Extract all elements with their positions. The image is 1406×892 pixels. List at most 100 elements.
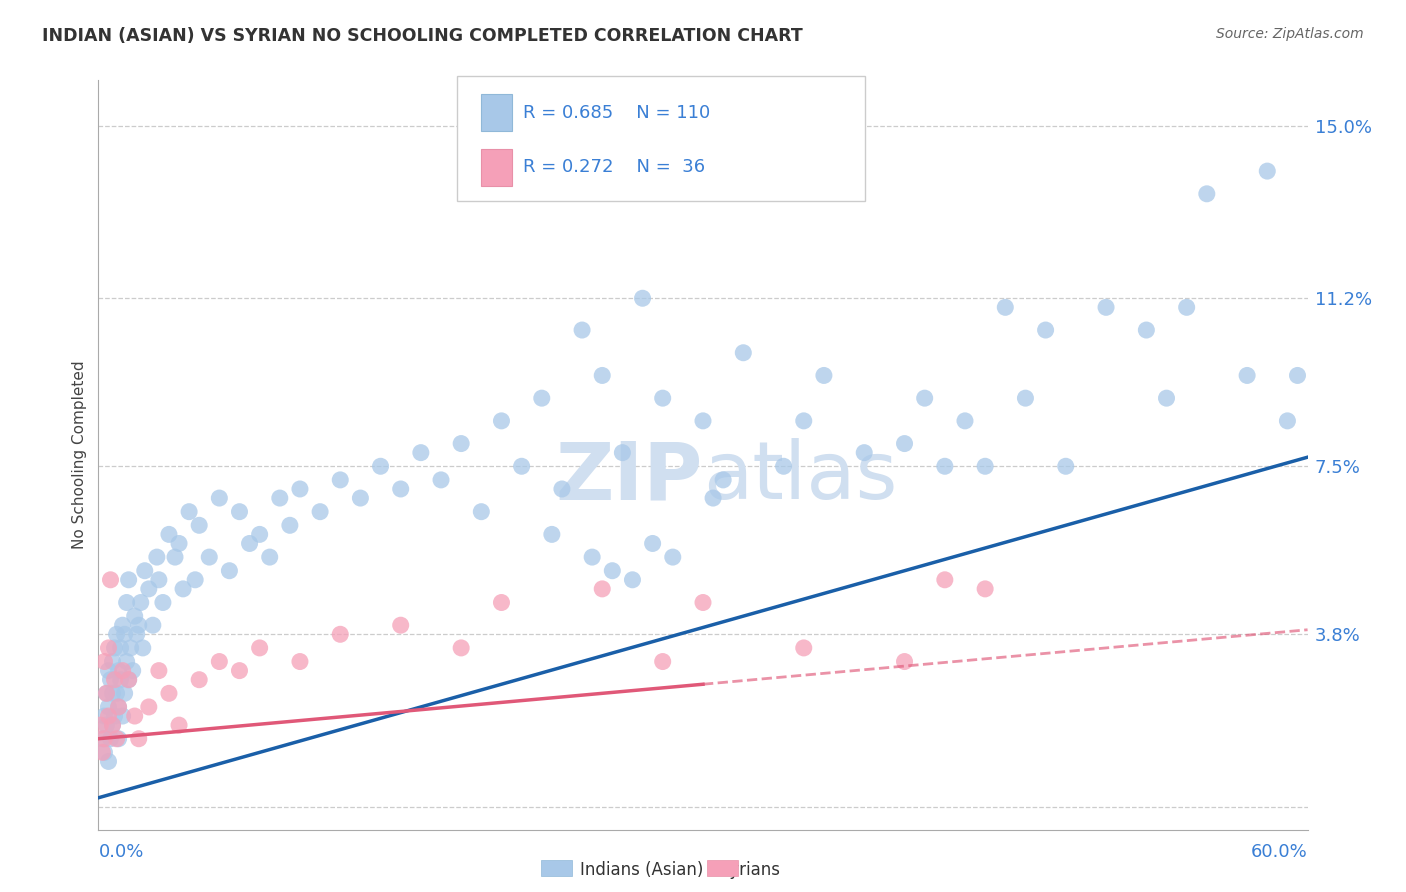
Point <box>934 459 956 474</box>
Text: atlas: atlas <box>703 438 897 516</box>
Text: ZIP: ZIP <box>555 438 703 516</box>
Point <box>152 595 174 609</box>
Point <box>100 673 122 687</box>
Text: 0.0%: 0.0% <box>98 843 143 861</box>
Point <box>631 291 654 305</box>
Point <box>121 664 143 678</box>
Point <box>329 627 352 641</box>
Point <box>491 595 513 609</box>
Point <box>228 664 250 678</box>
Point <box>110 673 132 687</box>
Point <box>914 391 936 405</box>
Point <box>893 655 915 669</box>
Point <box>491 414 513 428</box>
Point <box>107 731 129 746</box>
Point <box>167 536 190 550</box>
Point <box>591 368 613 383</box>
Point <box>893 436 915 450</box>
Point <box>793 414 815 428</box>
Point <box>994 301 1017 315</box>
Y-axis label: No Schooling Completed: No Schooling Completed <box>72 360 87 549</box>
Point <box>278 518 301 533</box>
Point <box>288 655 311 669</box>
Point <box>101 718 124 732</box>
Point <box>115 655 138 669</box>
Point <box>91 745 114 759</box>
Point <box>128 618 150 632</box>
Point <box>111 618 134 632</box>
Point <box>198 550 221 565</box>
Text: R = 0.685    N = 110: R = 0.685 N = 110 <box>523 103 710 121</box>
Point <box>1286 368 1309 383</box>
Text: Source: ZipAtlas.com: Source: ZipAtlas.com <box>1216 27 1364 41</box>
Point <box>228 505 250 519</box>
Point <box>953 414 976 428</box>
Point <box>581 550 603 565</box>
Point <box>1054 459 1077 474</box>
Point <box>97 640 120 655</box>
Point <box>124 609 146 624</box>
Point <box>813 368 835 383</box>
Point <box>172 582 194 596</box>
Text: Indians (Asian): Indians (Asian) <box>579 861 703 879</box>
Point <box>111 664 134 678</box>
Point <box>711 473 734 487</box>
Point <box>138 582 160 596</box>
Point <box>163 550 186 565</box>
Point <box>288 482 311 496</box>
Point <box>96 686 118 700</box>
Point <box>450 640 472 655</box>
Point <box>612 445 634 459</box>
Point <box>621 573 644 587</box>
Point <box>100 731 122 746</box>
Point <box>239 536 262 550</box>
Point <box>134 564 156 578</box>
Point <box>97 755 120 769</box>
Point <box>114 627 136 641</box>
Point <box>259 550 281 565</box>
Point <box>105 731 128 746</box>
Point <box>1175 301 1198 315</box>
Point <box>184 573 207 587</box>
Point <box>101 718 124 732</box>
Point <box>97 709 120 723</box>
Point <box>129 595 152 609</box>
Point <box>470 505 492 519</box>
Text: Syrians: Syrians <box>703 861 780 879</box>
Point <box>249 527 271 541</box>
Point <box>349 491 371 505</box>
Point <box>974 582 997 596</box>
Point <box>571 323 593 337</box>
Point <box>107 700 129 714</box>
Point <box>1095 301 1118 315</box>
Point <box>1135 323 1157 337</box>
Point <box>103 709 125 723</box>
Point <box>641 536 664 550</box>
Point <box>1256 164 1278 178</box>
Point <box>329 473 352 487</box>
Point <box>124 709 146 723</box>
Point <box>430 473 453 487</box>
Point <box>97 700 120 714</box>
Point <box>179 505 201 519</box>
Point <box>115 595 138 609</box>
Text: R = 0.272    N =  36: R = 0.272 N = 36 <box>523 158 706 177</box>
Point <box>93 731 115 746</box>
Point <box>974 459 997 474</box>
Point <box>110 640 132 655</box>
Point <box>188 673 211 687</box>
Point <box>101 686 124 700</box>
Point <box>450 436 472 450</box>
Point <box>409 445 432 459</box>
Point <box>772 459 794 474</box>
Point <box>692 414 714 428</box>
Point <box>100 573 122 587</box>
Point <box>1236 368 1258 383</box>
Point <box>93 655 115 669</box>
Point <box>1277 414 1299 428</box>
Point <box>96 686 118 700</box>
Point <box>540 527 562 541</box>
Point <box>1156 391 1178 405</box>
Point <box>107 700 129 714</box>
Point <box>661 550 683 565</box>
